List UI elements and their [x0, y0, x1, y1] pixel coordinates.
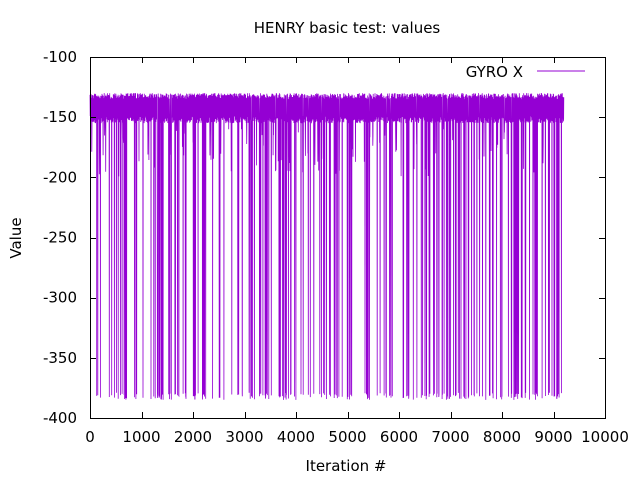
y-tick-label: -100: [43, 48, 77, 66]
y-tick-label: -250: [43, 229, 77, 247]
x-tick-label: 4000: [277, 428, 315, 446]
x-tick-label: 6000: [380, 428, 418, 446]
legend-label-gyro-x: GYRO X: [466, 63, 523, 81]
x-axis-label: Iteration #: [306, 457, 387, 475]
x-tick-label: 5000: [328, 428, 366, 446]
x-tick-label: 1000: [122, 428, 160, 446]
legend: GYRO X: [466, 63, 585, 81]
y-tick-label: -350: [43, 349, 77, 367]
x-tick-label: 10000: [581, 428, 629, 446]
x-tick-label: 9000: [534, 428, 572, 446]
series-line-gyro-x: [89, 93, 565, 400]
ticks-layer: 0 1000 2000 3000 4000 5000 6000 7000 8000 9000 100…: [43, 48, 629, 446]
x-tick-label: 3000: [225, 428, 263, 446]
y-tick-label: -300: [43, 289, 77, 307]
y-tick-label: -150: [43, 108, 77, 126]
y-tick-label: -200: [43, 168, 77, 186]
x-tick-label: 8000: [483, 428, 521, 446]
x-tick-label: 2000: [174, 428, 212, 446]
y-axis-label: Value: [7, 217, 25, 258]
x-tick-label: 7000: [431, 428, 469, 446]
x-tick-label: 0: [85, 428, 95, 446]
plot-frame: [90, 57, 606, 419]
chart-title: HENRY basic test: values: [254, 19, 441, 37]
y-tick-label: -400: [43, 409, 77, 427]
series-layer: [89, 93, 565, 400]
